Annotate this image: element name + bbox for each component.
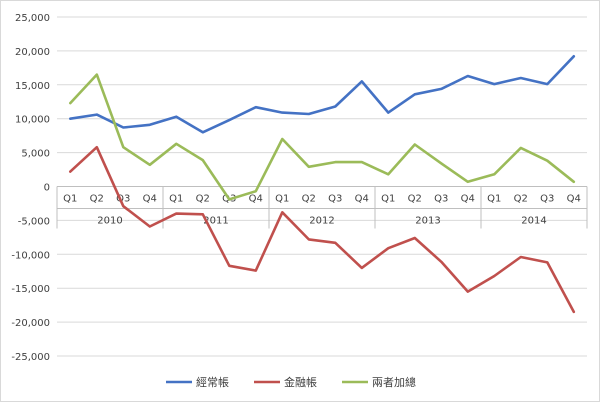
legend-label-3: 兩者加總 [372,375,416,389]
x-tick-label-quarter: Q4 [143,194,157,205]
y-tick-label: -10,000 [11,250,50,261]
y-tick-label: -25,000 [11,352,50,363]
y-tick-label: -20,000 [11,318,50,329]
x-tick-label-quarter: Q3 [540,194,554,205]
x-tick-label-quarter: Q2 [196,194,210,205]
x-tick-label-quarter: Q1 [63,194,77,205]
y-axis: 25,000 20,000 15,000 10,000 5,000 0 -5,000 -10,… [11,13,50,363]
series-line-2 [69,145,576,314]
series-line-1 [69,54,576,134]
y-tick-label: 0 [44,183,50,194]
legend-label-1: 經常帳 [196,375,229,389]
x-tick-label-quarter: Q3 [434,194,448,205]
x-tick-label-quarter: Q4 [249,194,263,205]
x-axis: Q1 Q2 Q3 Q4 Q1 Q2 Q3 Q4 Q1 Q2 Q3 Q4 Q1 Q2 Q3 Q4 Q1 Q2 Q3 Q4… [56,186,588,229]
y-tick-label: -15,000 [11,284,50,295]
x-tick-label-quarter: Q4 [567,194,581,205]
x-tick-label-quarter: Q2 [302,194,316,205]
x-tick-label-quarter: Q4 [461,194,475,205]
x-tick-label-quarter: Q1 [169,194,183,205]
y-tick-label: 15,000 [15,81,50,92]
y-tick-label: 10,000 [15,115,50,126]
series-line-3 [69,73,576,201]
x-tick-label-quarter: Q4 [355,194,369,205]
x-tick-label-year: 2012 [309,216,334,227]
x-tick-label-quarter: Q1 [487,194,501,205]
legend-label-2: 金融帳 [284,375,317,389]
legend: 經常帳 金融帳 兩者加總 [166,375,416,389]
series-lines [69,54,576,314]
x-tick-label-quarter: Q3 [116,194,130,205]
x-tick-label-quarter: Q2 [514,194,528,205]
x-tick-label-year: 2013 [415,216,440,227]
y-tick-label: 25,000 [15,13,50,24]
x-tick-label-quarter: Q1 [381,194,395,205]
x-tick-label-quarter: Q2 [90,194,104,205]
x-tick-label-year: 2011 [203,216,228,227]
y-tick-label: 5,000 [21,149,50,160]
y-tick-label: -5,000 [18,216,50,227]
x-tick-label-quarter: Q1 [275,194,289,205]
x-tick-label-quarter: Q3 [328,194,342,205]
x-tick-label-year: 2014 [521,216,546,227]
x-tick-label-quarter: Q2 [408,194,422,205]
x-tick-label-year: 2010 [97,216,122,227]
y-tick-label: 20,000 [15,47,50,58]
